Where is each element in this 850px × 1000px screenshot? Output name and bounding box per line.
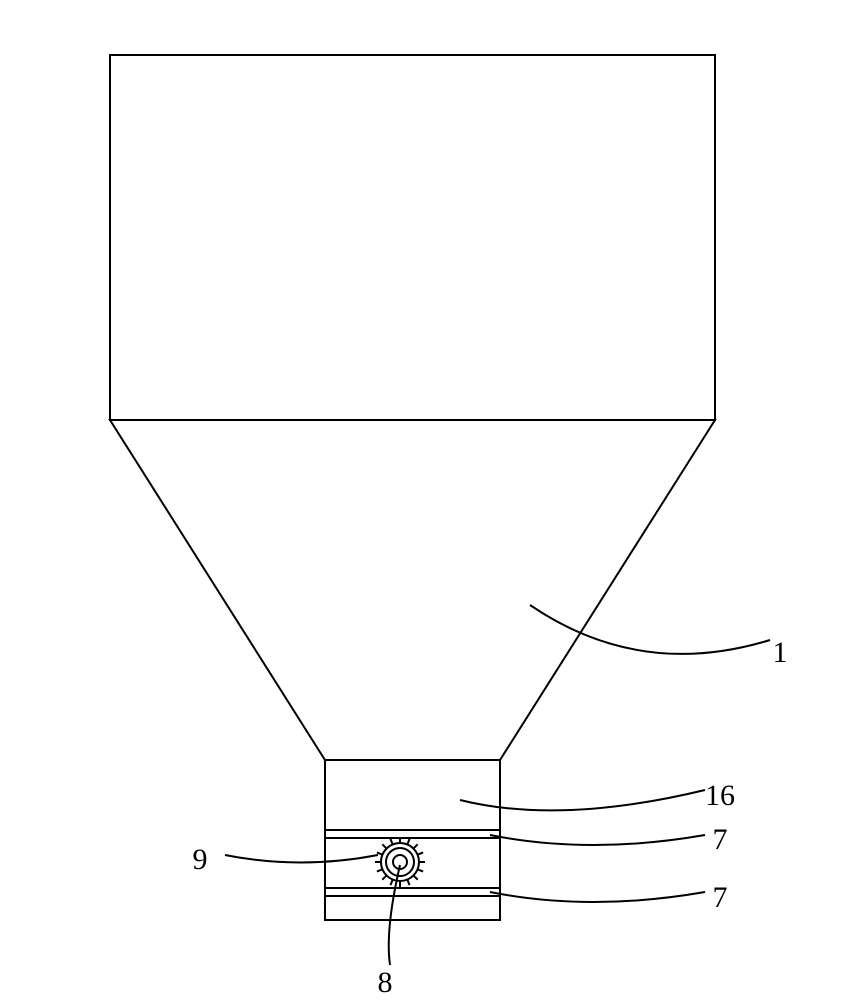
gear (375, 837, 425, 887)
leader-9-4 (225, 855, 378, 863)
label-1-0: 1 (773, 636, 788, 669)
leader-1-0 (530, 605, 770, 654)
label-7-3: 7 (713, 881, 728, 914)
label-16-1: 16 (705, 779, 735, 812)
label-7-2: 7 (713, 823, 728, 856)
label-8-5: 8 (378, 966, 393, 999)
leader-16-1 (460, 790, 705, 810)
hopper-taper (110, 420, 715, 760)
label-9-4: 9 (193, 843, 208, 876)
leader-7-2 (490, 835, 705, 845)
leader-7-3 (490, 892, 705, 902)
hopper-top (110, 55, 715, 420)
diagram-canvas: 1 16 7 7 9 8 (0, 0, 850, 1000)
